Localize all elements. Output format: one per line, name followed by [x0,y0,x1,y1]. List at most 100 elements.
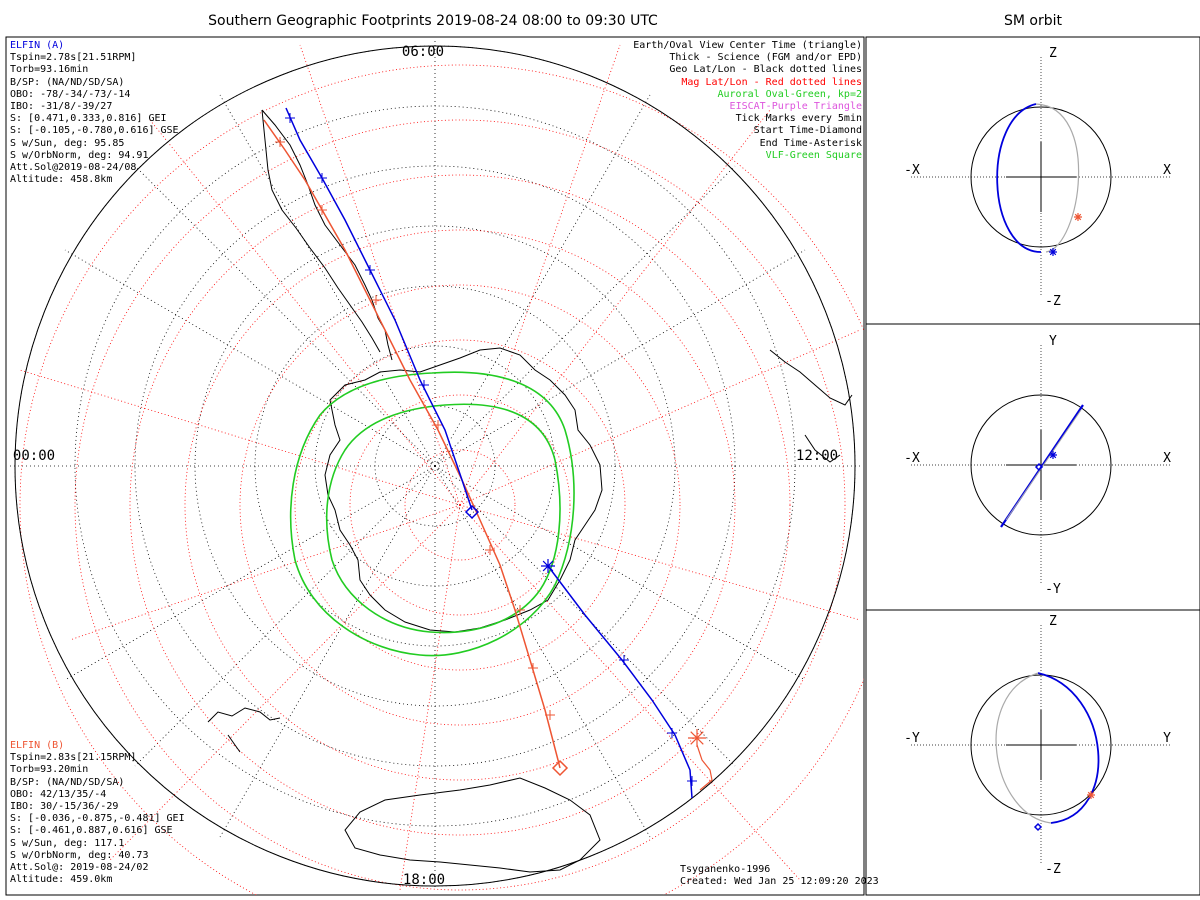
elfin-a-track [285,107,697,799]
tick-mark [365,265,375,275]
tick-mark [667,728,677,738]
legend-item: Geo Lat/Lon - Black dotted lines [669,64,862,76]
sm-axis-label-left: -X [904,451,920,466]
tick-mark [317,205,327,215]
elfin-a-info-line: S: [0.471,0.333,0.816] GEI [10,113,167,125]
elfin-a-name: ELFIN (A) [10,40,65,51]
tick-mark [485,545,495,555]
elfin-b-info-line: OBO: 42/13/35/-4 [10,788,107,800]
sm-center-cross [1006,710,1076,780]
sm-orbit-line [1035,103,1080,253]
start-diamond [551,759,569,777]
start-diamond [464,504,480,520]
tick-mark [433,420,443,430]
elfin-a-info-line: Att.Sol@2019-08-24/08 [10,162,137,174]
track-line [285,107,473,511]
legend: Earth/Oval View Center Time (triangle) Th… [633,40,862,162]
end-asterisk [541,559,555,573]
tick-mark [545,710,555,720]
end-asterisk [1049,248,1057,256]
tick-mark [317,173,327,183]
legend-item: EISCAT-Purple Triangle [729,101,862,113]
elfin-a-info-line: Tspin=2.78s[21.51RPM] [10,52,137,64]
track-line [263,119,561,769]
start-diamond [1033,822,1043,832]
legend-item: Mag Lat/Lon - Red dotted lines [681,76,862,88]
sm-orbit-title: SM orbit [1003,13,1062,29]
sm-axis-label-bottom: -Z [1045,294,1061,309]
label-left: 00:00 [13,448,55,464]
tick-mark [419,380,429,390]
elfin-a-info-line: B/SP: (NA/ND/SD/SA) [10,76,125,88]
elfin-b-info-line: S w/OrbNorm, deg: 40.73 [10,849,149,861]
earth-limb [14,45,856,887]
legend-item: Start Time-Diamond [753,125,862,137]
end-asterisk [1087,791,1095,799]
elfin-a-info-line: S w/OrbNorm, deg: 94.91 [10,149,149,161]
track-line [547,565,693,799]
legend-item: Thick - Science (FGM and/or EPD) [669,52,862,64]
sm-orbit-line [996,103,1042,253]
legend-item: Auroral Oval-Green, kp=2 [717,88,863,100]
created-label: Created: Wed Jan 25 12:09:20 2023 [680,876,879,888]
sm-axis-label-top: Z [1049,46,1057,61]
elfin-b-info-line: S: [-0.036,-0.875,-0.481] GEI [10,813,185,825]
sm-axis-label-top: Z [1049,614,1057,629]
elfin-b-track [263,119,713,791]
sm-axis-label-right: Y [1163,731,1171,746]
elfin-a-info-line: S w/Sun, deg: 95.85 [10,137,125,149]
label-top: 06:00 [402,44,444,60]
elfin-a-info: ELFIN (A) Tspin=2.78s[21.51RPM] Torb=93.1… [10,40,179,186]
tick-mark [619,655,629,665]
elfin-b-name: ELFIN (B) [10,740,65,751]
track-line [696,744,713,791]
label-bottom: 18:00 [403,872,445,888]
elfin-b-info-line: Att.Sol@: 2019-08-24/02 [10,862,149,874]
elfin-a-info-line: S: [-0.105,-0.780,0.616] GSE [10,125,179,137]
mag-grid [19,44,864,895]
sm-axis-label-left: -Y [904,731,920,746]
elfin-b-info-line: S: [-0.461,0.887,0.616] GSE [10,825,173,837]
elfin-b-info-line: Tspin=2.83s[21.15RPM] [10,752,137,764]
sm-axis-label-top: Y [1049,334,1057,349]
start-diamond [1034,462,1044,472]
legend-item: Tick Marks every 5min [735,113,862,125]
end-asterisk [1049,451,1057,459]
tick-mark [515,605,525,615]
sm-panel-2: Y -Y -X X [904,334,1171,597]
end-asterisk [688,729,706,747]
map-frame [5,36,865,896]
tick-mark [285,113,295,123]
sm-orbit-line [1005,409,1082,521]
sm-panel-3: Z -Z -Y Y [904,614,1171,877]
map-title: Southern Geographic Footprints 2019-08-2… [208,13,658,29]
sm-orbit-line [1037,672,1100,824]
credits: Tsyganenko-1996 Created: Wed Jan 25 12:0… [680,864,879,888]
elfin-b-info-line: S w/Sun, deg: 117.1 [10,837,125,849]
sm-axis-label-bottom: -Z [1045,862,1061,877]
elfin-b-info-line: Torb=93.20min [10,764,89,776]
sm-orbit-line [995,672,1052,824]
sm-axis-label-left: -X [904,163,920,178]
label-right: 12:00 [796,448,838,464]
model-label: Tsyganenko-1996 [680,864,771,875]
legend-item: VLF-Green Square [765,149,862,161]
tick-mark [528,663,538,673]
coastlines [207,109,853,873]
sm-axis-label-bottom: -Y [1045,582,1061,597]
elfin-a-info-line: Torb=93.16min [10,64,89,76]
elfin-b-info-line: IBO: 30/-15/36/-29 [10,801,119,813]
elfin-b-info: ELFIN (B) Tspin=2.83s[21.15RPM] Torb=93.2… [10,740,185,886]
auroral-oval [289,371,575,657]
sm-center-cross [1006,142,1076,212]
sm-panel-1: Z -Z -X X [904,46,1171,309]
sm-panels-frame [865,36,1200,896]
legend-item: Earth/Oval View Center Time (triangle) [633,40,862,51]
elfin-b-info-line: B/SP: (NA/ND/SD/SA) [10,776,125,788]
tick-mark [371,295,381,305]
elfin-a-info-line: OBO: -78/-34/-73/-14 [10,88,131,100]
elfin-a-info-line: IBO: -31/8/-39/27 [10,101,113,113]
sm-axis-label-right: X [1163,163,1171,178]
end-asterisk [1074,213,1082,221]
